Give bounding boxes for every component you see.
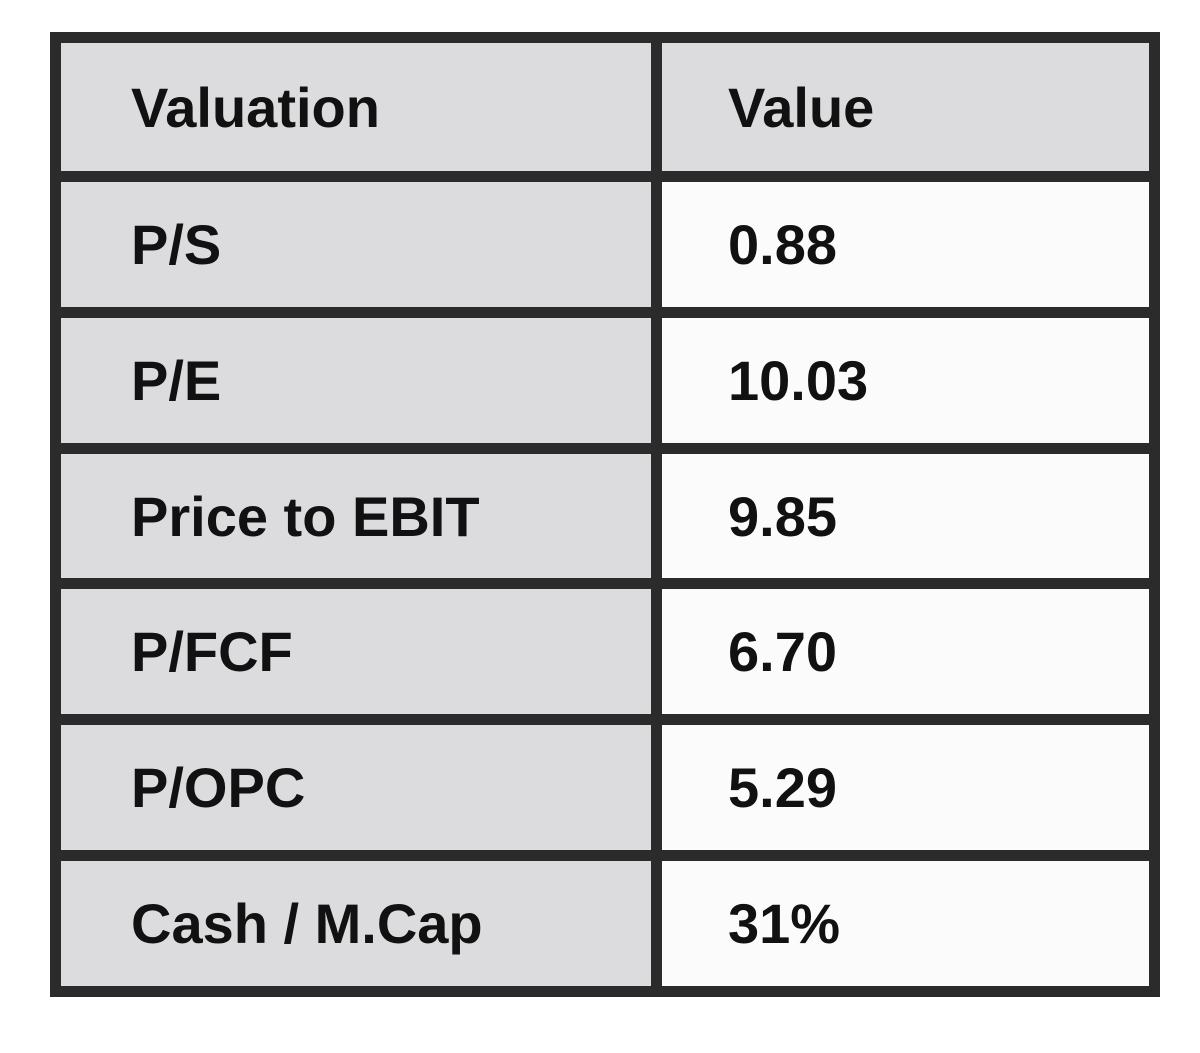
table-row: P/OPC 5.29: [50, 714, 1160, 862]
metric-cell: P/S: [50, 171, 662, 318]
metric-cell: P/E: [50, 306, 662, 454]
valuation-table: Valuation Value P/S 0.88 P/E 10.03 Price to E…: [50, 32, 1160, 997]
metric-cell: P/OPC: [50, 714, 662, 862]
header-row: Valuation Value: [50, 32, 1160, 182]
value-cell: 9.85: [651, 442, 1160, 590]
table-row: P/S 0.88: [50, 171, 1160, 318]
header-cell: Valuation: [50, 32, 662, 182]
metric-cell: Cash / M.Cap: [50, 850, 662, 997]
value-cell: 0.88: [651, 171, 1160, 318]
table-header: Valuation Value: [50, 32, 1160, 182]
table-row: Cash / M.Cap 31%: [50, 850, 1160, 997]
table-row: P/E 10.03: [50, 306, 1160, 454]
table-row: P/FCF 6.70: [50, 578, 1160, 726]
value-cell: 10.03: [651, 306, 1160, 454]
value-cell: 6.70: [651, 578, 1160, 726]
value-cell: 5.29: [651, 714, 1160, 862]
metric-cell: Price to EBIT: [50, 442, 662, 590]
header-cell: Value: [651, 32, 1160, 182]
table-container: Valuation Value P/S 0.88 P/E 10.03 Price to E…: [50, 32, 1160, 997]
table-body: P/S 0.88 P/E 10.03 Price to EBIT 9.85 P/FCF 6.7…: [50, 171, 1160, 997]
table-row: Price to EBIT 9.85: [50, 442, 1160, 590]
metric-cell: P/FCF: [50, 578, 662, 726]
value-cell: 31%: [651, 850, 1160, 997]
